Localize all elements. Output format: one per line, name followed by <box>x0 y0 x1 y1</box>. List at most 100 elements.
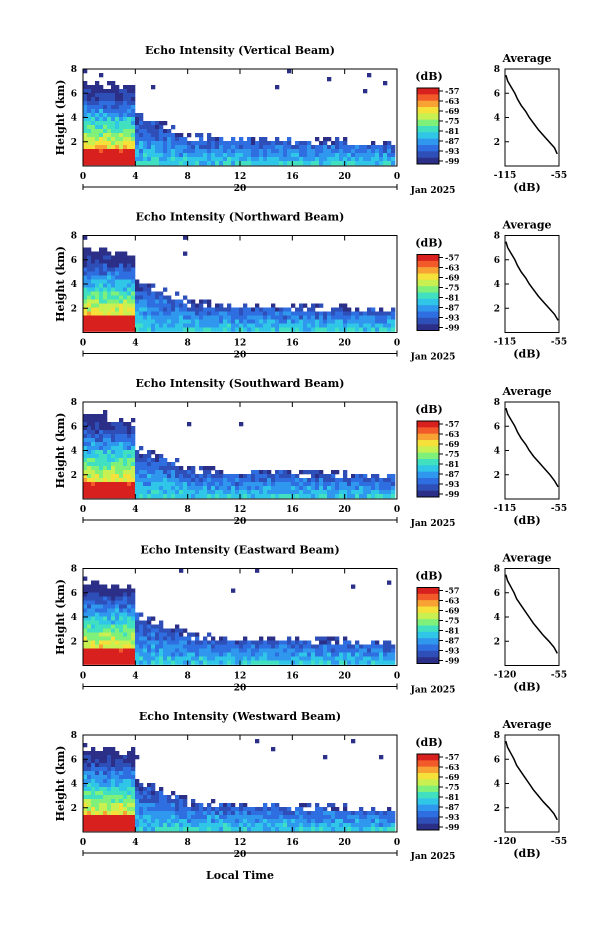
heatmap-cell <box>359 311 364 316</box>
heatmap-cell <box>235 827 240 832</box>
heatmap-cell <box>223 141 228 146</box>
heatmap-cell <box>251 470 256 475</box>
heatmap-cell <box>291 644 296 649</box>
heatmap-cell <box>111 307 116 312</box>
heatmap-cell <box>111 442 116 447</box>
heatmap-cell <box>263 474 268 479</box>
heatmap-cell <box>83 648 88 653</box>
heatmap-cell <box>175 153 180 158</box>
heatmap-cell <box>87 462 92 467</box>
heatmap-cell <box>203 644 208 649</box>
heatmap-cell <box>127 759 132 764</box>
heatmap-cell <box>303 311 308 316</box>
heatmap-cell <box>119 125 124 130</box>
heatmap-cell <box>135 149 140 154</box>
heatmap-cell <box>215 490 220 495</box>
heatmap-cell <box>167 153 172 158</box>
heatmap-cell <box>131 787 136 792</box>
heatmap-cell <box>323 145 328 150</box>
heatmap-cell <box>203 478 208 483</box>
heatmap-cell <box>111 125 116 130</box>
heatmap-cell <box>219 660 224 665</box>
heatmap-cell <box>351 811 356 816</box>
heatmap-cell <box>347 640 352 645</box>
heatmap-cell <box>391 478 396 483</box>
heatmap-cell <box>135 660 140 665</box>
heatmap-cell <box>111 819 116 824</box>
heatmap-cell <box>263 161 268 166</box>
heatmap-cell <box>363 823 368 828</box>
heatmap-cell <box>135 783 140 788</box>
heatmap-cell <box>331 145 336 150</box>
heatmap-cell <box>107 648 112 653</box>
heatmap-cell <box>359 486 364 491</box>
heatmap-cell <box>163 327 168 332</box>
heatmap-cell <box>123 283 128 288</box>
avg-x-tick-label: -120 <box>494 837 517 847</box>
heatmap-cell <box>111 97 116 102</box>
heatmap-cell <box>207 640 212 645</box>
heatmap-cell <box>115 275 120 280</box>
heatmap-cell <box>323 660 328 665</box>
heatmap-cell <box>111 454 116 459</box>
heatmap-cell <box>115 89 120 94</box>
heatmap-cell <box>271 319 276 324</box>
heatmap-cell <box>231 161 236 166</box>
heatmap-cell <box>103 434 108 439</box>
heatmap-cell <box>95 442 100 447</box>
heatmap-cell <box>375 149 380 154</box>
heatmap-cell <box>123 807 128 812</box>
heatmap-cell <box>135 807 140 812</box>
heatmap-cell <box>163 811 168 816</box>
heatmap-cell <box>139 133 144 138</box>
heatmap-cell <box>263 648 268 653</box>
heatmap-cell <box>187 474 192 479</box>
heatmap-cell <box>195 482 200 487</box>
heatmap-cell <box>303 323 308 328</box>
heatmap-cell <box>155 486 160 491</box>
heatmap-cell <box>375 486 380 491</box>
heatmap-cell <box>263 819 268 824</box>
heatmap-cell <box>187 660 192 665</box>
heatmap-cell <box>123 466 128 471</box>
heatmap-cell <box>103 259 108 264</box>
heatmap-cell <box>387 580 392 585</box>
heatmap-cell <box>95 795 100 800</box>
heatmap-cell <box>331 636 336 641</box>
heatmap-cell <box>239 319 244 324</box>
heatmap-cell <box>115 85 120 90</box>
heatmap-cell <box>375 153 380 158</box>
heatmap-cell <box>187 307 192 312</box>
heatmap-cell <box>291 823 296 828</box>
heatmap-cell <box>339 307 344 312</box>
heatmap-cell <box>327 494 332 499</box>
avg-y-tick-label: 2 <box>494 637 500 647</box>
heatmap-cell <box>359 478 364 483</box>
heatmap-cell <box>391 815 396 820</box>
heatmap-cell <box>99 303 104 308</box>
heatmap-cell <box>191 819 196 824</box>
heatmap-cell <box>203 157 208 162</box>
heatmap-cell <box>107 121 112 126</box>
heatmap-cell <box>95 89 100 94</box>
heatmap-cell <box>191 153 196 158</box>
heatmap-cell <box>131 117 136 122</box>
heatmap-cell <box>99 295 104 300</box>
colorbar-swatch <box>417 100 439 108</box>
heatmap-cell <box>99 466 104 471</box>
heatmap-cell <box>363 311 368 316</box>
heatmap-cell <box>287 815 292 820</box>
heatmap-cell <box>219 153 224 158</box>
heatmap-cell <box>203 807 208 812</box>
heatmap-cell <box>99 616 104 621</box>
heatmap-cell <box>167 137 172 142</box>
heatmap-cell <box>227 644 232 649</box>
heatmap-cell <box>131 327 136 332</box>
heatmap-cell <box>271 648 276 653</box>
heatmap-cell <box>339 819 344 824</box>
heatmap-cell <box>103 149 108 154</box>
heatmap-cell <box>95 97 100 102</box>
heatmap-cell <box>151 470 156 475</box>
heatmap-cell <box>219 311 224 316</box>
heatmap-cell <box>307 494 312 499</box>
